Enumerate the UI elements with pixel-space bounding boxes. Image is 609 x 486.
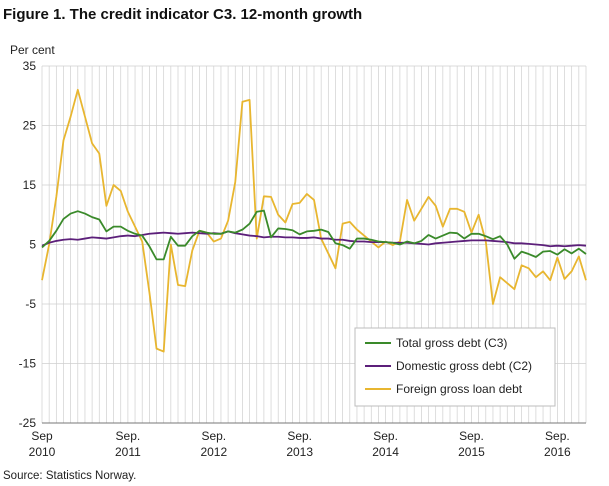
- y-tick-label: 25: [23, 119, 37, 133]
- x-tick-label-month: Sep.: [373, 429, 398, 443]
- source-note: Source: Statistics Norway.: [3, 470, 137, 482]
- x-tick-label-year: 2010: [29, 445, 56, 459]
- x-tick-label-year: 2016: [544, 445, 571, 459]
- series-line-c3: [41, 209, 587, 261]
- x-tick-label-year: 2015: [458, 445, 485, 459]
- y-tick-label: 5: [29, 238, 36, 252]
- y-axis-label: Per cent: [10, 43, 55, 57]
- y-tick-label: -15: [19, 357, 37, 371]
- x-tick-label-year: 2014: [372, 445, 399, 459]
- series-line-c2: [41, 230, 587, 248]
- x-tick-label-month: Sep.: [545, 429, 570, 443]
- y-tick-label: 15: [23, 178, 37, 192]
- x-tick-label-month: Sep: [31, 429, 53, 443]
- x-tick-label-year: 2012: [200, 445, 227, 459]
- x-tick-label-month: Sep.: [287, 429, 312, 443]
- x-tick-label-month: Sep.: [459, 429, 484, 443]
- y-tick-label: -5: [25, 297, 36, 311]
- legend: Total gross debt (C3) Domestic gross debt…: [354, 327, 556, 407]
- grid-layer: [41, 65, 587, 424]
- legend-label-c3: Total gross debt (C3): [396, 336, 507, 350]
- series-line-foreign: [41, 88, 587, 353]
- chart-title: Figure 1. The credit indicator C3. 12-mo…: [3, 6, 363, 23]
- y-tick-label: -25: [19, 416, 37, 430]
- x-tick-label-year: 2013: [286, 445, 313, 459]
- x-tick-label-month: Sep.: [201, 429, 226, 443]
- legend-label-foreign: Foreign gross loan debt: [396, 382, 523, 396]
- series-layer: [41, 88, 587, 353]
- axis-layer: 35 25 15 5 -5 -15 -25 Per cent Sep 2010 Sep. 2011 Se…: [10, 43, 586, 459]
- x-tick-label-month: Sep.: [116, 429, 141, 443]
- y-tick-label: 35: [23, 59, 37, 73]
- x-tick-label-year: 2011: [115, 445, 141, 459]
- legend-label-c2: Domestic gross debt (C2): [396, 359, 532, 373]
